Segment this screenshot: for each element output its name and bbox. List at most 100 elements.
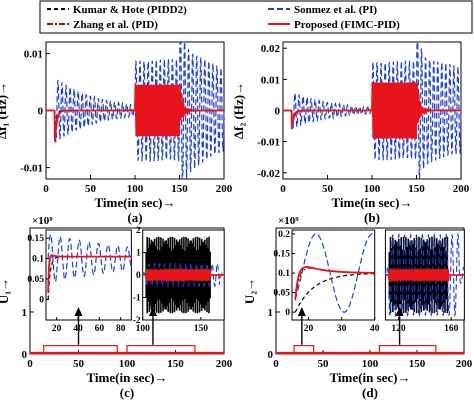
zoom-box	[378, 345, 437, 354]
x-axis-label: Time(in sec)→	[330, 370, 411, 385]
inset-right: 100 150 -2 -1 0 1 2	[133, 226, 225, 334]
arrow-head	[148, 307, 157, 316]
x-tick-label: 100	[119, 358, 136, 370]
x-axis-label: Time(in sec)→	[87, 370, 168, 385]
series-line	[47, 254, 132, 292]
x-tick-label: 40	[370, 324, 380, 334]
panel-label: (a)	[127, 210, 142, 225]
legend-label: Kumar & Hote (PIDD2)	[73, 4, 187, 16]
y-tick-label: 1	[268, 307, 274, 319]
x-tick-label: 160	[444, 324, 459, 334]
series-line	[385, 269, 465, 281]
series-line	[142, 269, 225, 281]
y-axis-label: U₂→	[242, 278, 257, 304]
series-line	[384, 232, 465, 318]
y-tick-label: -0.01	[257, 137, 280, 149]
inset-frame	[291, 229, 376, 321]
x-tick-label: 30	[337, 324, 347, 334]
series-line	[294, 233, 376, 313]
y-tick-label: 0	[22, 349, 28, 361]
x-tick-label: 200	[456, 358, 473, 370]
inset-left: 20 30 40 0 0.05 0.1 0.15 0.2	[273, 229, 380, 334]
x-tick-label: 150	[194, 324, 209, 334]
x-tick-label: 150	[171, 183, 188, 195]
x-tick-label: 120	[391, 324, 406, 334]
inset-left: 2040608000.050.10.15	[27, 229, 132, 334]
y-tick-label: 0	[285, 308, 290, 318]
panel-label: (b)	[364, 210, 380, 225]
y-exponent: ×10⁹	[278, 215, 299, 227]
chart-c: 05010015020001×10⁹2040608000.050.10.1510…	[0, 215, 233, 400]
x-tick-label: 80	[116, 324, 126, 334]
y-tick-label: -2	[133, 316, 141, 326]
zoom-box	[43, 345, 118, 354]
panel-label: (d)	[362, 385, 378, 400]
y-tick-label: -1	[133, 294, 141, 304]
x-tick-label: 50	[322, 183, 334, 195]
x-tick-label: 150	[409, 358, 426, 370]
zoom-box	[293, 345, 315, 354]
y-tick-label: 0.02	[261, 43, 281, 55]
x-tick-label: 0	[27, 358, 33, 370]
y-tick-label: 0	[275, 106, 281, 118]
arrow-head	[74, 307, 83, 316]
x-axis-label: Time(in sec)→	[332, 195, 413, 210]
y-tick-label: 0	[268, 349, 274, 361]
zoom-box	[126, 345, 196, 354]
legend-label: Proposed (FIMC-PID)	[294, 19, 400, 31]
x-tick-label: 20	[304, 324, 314, 334]
y-axis-label: Δf₂ (Hz)→	[231, 82, 246, 139]
series-line	[294, 266, 375, 299]
arrow-head	[395, 307, 404, 316]
x-tick-label: 100	[127, 183, 144, 195]
y-tick-label: -0.01	[20, 163, 43, 175]
x-tick-label: 150	[167, 358, 184, 370]
legend-label: Sonmez et al. (PI)	[294, 4, 377, 16]
x-axis-label: Time(in sec)→	[95, 195, 176, 210]
y-tick-label: 0.1	[32, 255, 44, 265]
x-tick-label: 60	[95, 324, 105, 334]
y-tick-label: 0.15	[27, 234, 44, 244]
inset-right: 120 160	[384, 229, 465, 334]
y-tick-label: 0.01	[261, 74, 280, 86]
inset-frame	[45, 229, 132, 321]
y-tick-label: 0	[39, 296, 44, 306]
y-tick-label: 0.05	[273, 289, 290, 299]
y-tick-label: 2	[136, 226, 141, 236]
x-tick-label: 20	[52, 324, 62, 334]
panel-label: (c)	[120, 385, 134, 400]
y-exponent: ×10⁹	[32, 215, 53, 227]
y-tick-label: 0	[136, 271, 141, 281]
x-tick-label: 200	[216, 358, 233, 370]
y-tick-label: 0	[38, 106, 44, 118]
x-tick-label: 50	[85, 183, 97, 195]
y-tick-label: 1	[22, 307, 28, 319]
x-tick-label: 0	[43, 183, 49, 195]
series-line	[47, 233, 132, 283]
legend: Kumar & Hote (PIDD2) Sonmez et al. (PI) Zh…	[39, 0, 473, 34]
arrow-head	[297, 307, 306, 316]
x-tick-label: 50	[73, 358, 85, 370]
x-tick-label: 0	[273, 358, 279, 370]
x-tick-label: 200	[453, 183, 470, 195]
y-tick-label: -0.02	[257, 168, 280, 180]
x-tick-label: 200	[216, 183, 233, 195]
y-axis-label: U₁→	[0, 278, 11, 304]
legend-label: Zhang et al. (PID)	[73, 19, 158, 31]
x-tick-label: 100	[364, 183, 381, 195]
series-line	[294, 273, 375, 313]
y-tick-label: 0.01	[24, 48, 43, 60]
series-line	[283, 41, 462, 180]
chart-b: 0 50 100 150 200 -0.02 -0.01 0 0.01 0.02 Time(in s…	[231, 41, 470, 225]
x-tick-label: 150	[408, 183, 425, 195]
x-tick-label: 100	[362, 358, 379, 370]
series-line	[46, 83, 224, 142]
chart-d: 0 50 100 150 200 0 1 ×10⁹ 20 30 40 0 0.05 0.1 0.15 0.2 1…	[242, 215, 473, 400]
y-axis-label: Δf₁ (Hz)→	[0, 82, 9, 139]
x-tick-label: 50	[318, 358, 330, 370]
x-tick-label: 0	[280, 183, 286, 195]
legend-frame	[39, 0, 473, 34]
y-tick-label: 1	[136, 249, 141, 259]
